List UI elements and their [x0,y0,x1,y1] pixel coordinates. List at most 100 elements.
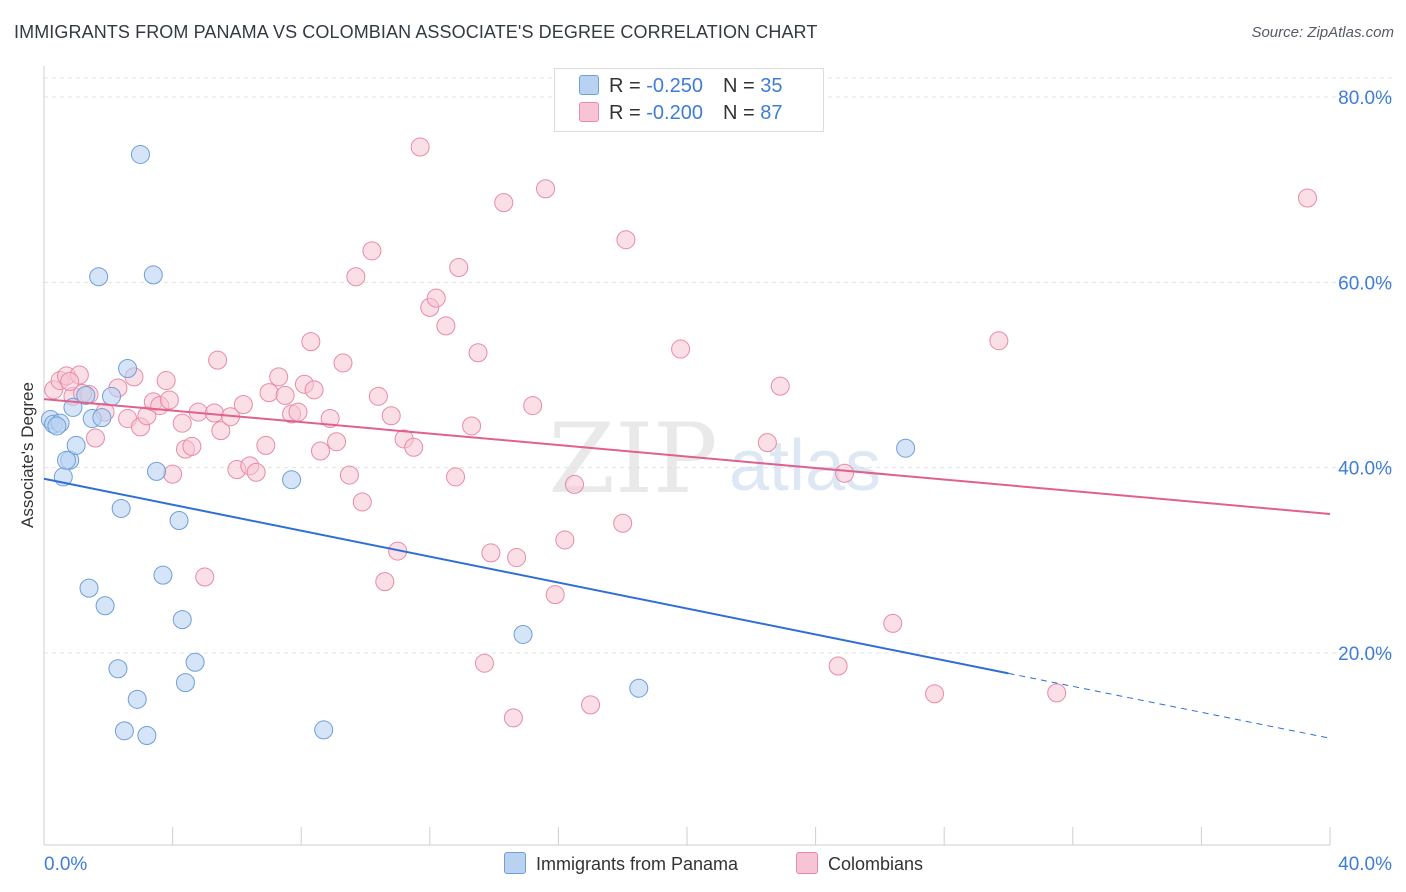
bottom-legend-panama: Immigrants from Panama [504,852,738,875]
colombians-point [925,684,945,704]
colombians-point [208,350,228,370]
axes [43,66,1331,846]
legend-n-label: N = [722,75,761,97]
colombians-point [333,353,353,373]
colombians-point [195,567,215,587]
panama-point [175,673,195,693]
colombians-point [757,433,777,453]
x-tick-label: 0.0% [44,854,87,875]
panama-point [57,450,77,470]
colombians-point [989,331,1009,351]
colombians-point [446,467,466,487]
colombians-point [259,383,279,403]
panama-point [169,510,189,530]
colombians-point [156,371,176,391]
chart-title: IMMIGRANTS FROM PANAMA VS COLOMBIAN ASSO… [14,22,818,42]
panama-point [314,720,334,740]
panama-point [118,359,138,379]
panama-point [79,578,99,598]
colombians-point [163,464,183,484]
colombians-point [182,436,202,456]
trend-lines [43,398,1331,739]
colombians-point [172,413,192,433]
bottom-legend-label-colombians: Colombians [828,854,924,874]
colombians-point [404,437,424,457]
colombians-point [536,179,556,199]
colombians-point [494,193,514,213]
colombians-point [481,543,501,563]
panama-point [111,498,131,518]
y-tick-label: 20.0% [1338,644,1392,665]
legend-r-label: R = [609,102,647,124]
colombians-point [616,230,636,250]
panama-point [114,721,134,741]
panama-point [143,265,163,285]
panama-point [282,470,302,490]
panama-point [76,385,96,405]
colombians-point [828,656,848,676]
grid-lines [44,77,1392,654]
colombians-point [474,653,494,673]
colombians-point [835,463,855,483]
colombians-point [310,441,330,461]
colombians-point [368,386,388,406]
colombians-point [449,258,469,278]
colombians-point [555,530,575,550]
colombians-point [613,513,633,533]
colombians-point [523,396,543,416]
colombians-point [410,137,430,157]
bottom-legend-swatch-pink [796,852,818,874]
colombians-point [327,432,347,452]
panama-point [102,386,122,406]
panama-point [147,461,167,481]
legend-n-value: 35 [760,75,783,97]
colombians-point [507,548,527,568]
panama-trend-extension [1008,672,1331,739]
panama-point [172,610,192,630]
colombians-point [275,385,295,405]
bottom-legend-swatch-blue [504,852,526,874]
colombians-point [375,572,395,592]
panama-point [89,267,109,287]
colombians-point [301,332,321,352]
colombians-point [671,339,691,359]
panama-point [513,624,533,644]
colombians-point [1047,683,1067,703]
panama-point [95,596,115,616]
series-colombians-points [44,137,1317,728]
colombians-point [426,288,446,308]
colombians-point [462,416,482,436]
watermark: ZIP atlas [548,403,881,515]
colombians-point [362,241,382,261]
colombians-point [233,395,253,415]
colombians-point [545,585,565,605]
source-label: Source: ZipAtlas.com [1251,24,1394,41]
legend-n-label: N = [722,102,761,124]
panama-point [153,565,173,585]
colombians-point [468,343,488,363]
panama-point [66,435,86,455]
panama-point [130,144,150,164]
colombians-point [883,613,903,633]
colombians-point [288,402,308,422]
bottom-legend-colombians: Colombians [796,852,923,875]
y-tick-label: 60.0% [1338,273,1392,294]
tick-labels: 20.0% 40.0% 60.0% 80.0% 0.0% 40.0% [44,88,1392,875]
panama-point [47,416,67,436]
colombians-point [304,380,324,400]
y-tick-label: 80.0% [1338,88,1392,109]
y-tick-label: 40.0% [1338,459,1392,480]
colombians-point [159,390,179,410]
legend-r-value: -0.200 [646,102,703,124]
legend-r-value: -0.250 [646,75,703,97]
colombians-point [211,421,231,441]
colombians-point [1297,188,1317,208]
legend-n-value: 87 [760,102,783,124]
colombians-point [60,371,80,391]
panama-point [185,652,205,672]
colombians-point [770,376,790,396]
panama-point [137,725,157,745]
colombians-point [381,406,401,426]
colombians-point [352,492,372,512]
